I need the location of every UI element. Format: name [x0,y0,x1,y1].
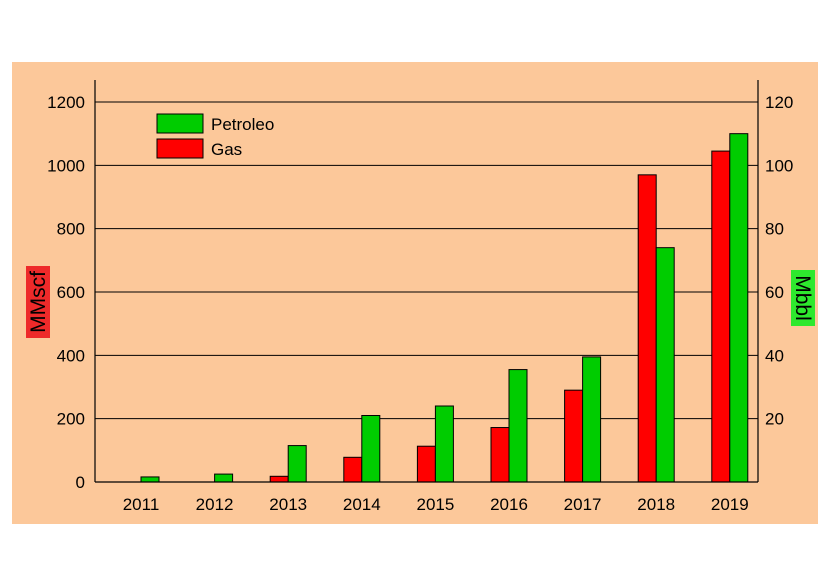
bar-petroleo-2014 [361,415,381,483]
right-tick-label: 100 [765,156,793,175]
chart-background [12,62,818,524]
bar-gas-2014 [343,456,363,483]
bar-petroleo-2013 [287,445,307,483]
left-tick-label: 1000 [47,156,85,175]
bar-gas-2015 [416,445,436,483]
right-tick-label: 40 [765,346,784,365]
x-tick-label: 2018 [637,495,675,514]
bar-petroleo-2011 [140,476,160,483]
x-tick-label: 2016 [490,495,528,514]
x-tick-label: 2017 [564,495,602,514]
left-tick-label: 800 [57,220,85,239]
left-tick-label: 200 [57,410,85,429]
x-tick-label: 2013 [269,495,307,514]
bar-petroleo-2012 [214,473,234,483]
x-tick-label: 2012 [196,495,234,514]
legend-label-petroleo: Petroleo [211,115,274,134]
right-axis-title-bg [791,270,815,326]
right-tick-label: 80 [765,220,784,239]
x-tick-label: 2015 [416,495,454,514]
left-tick-label: 1200 [47,93,85,112]
bar-gas-2018 [637,174,657,483]
bar-gas-2016 [490,427,510,483]
left-tick-label: 0 [76,473,85,492]
right-tick-label: 60 [765,283,784,302]
bar-petroleo-2019 [729,133,749,483]
legend-swatch-gas [156,138,204,159]
left-axis-title: MMscf [27,271,50,333]
left-tick-label: 600 [57,283,85,302]
bar-gas-2019 [711,150,731,483]
bar-petroleo-2015 [434,405,454,483]
bar-petroleo-2018 [655,247,675,483]
left-axis-title-bg [26,266,50,338]
legend-swatch-petroleo [156,113,204,134]
bar-gas-2013 [269,475,289,483]
x-tick-label: 2011 [123,495,160,514]
legend-label-gas: Gas [211,140,242,159]
x-tick-label: 2014 [343,495,381,514]
right-tick-label: 20 [765,410,784,429]
x-tick-label: 2019 [711,495,749,514]
right-tick-label: 120 [765,93,793,112]
bar-petroleo-2017 [582,356,602,483]
bar-gas-2017 [564,389,584,483]
bar-petroleo-2016 [508,369,528,483]
left-tick-label: 400 [57,346,85,365]
right-axis-title: Mbbl [791,275,814,321]
